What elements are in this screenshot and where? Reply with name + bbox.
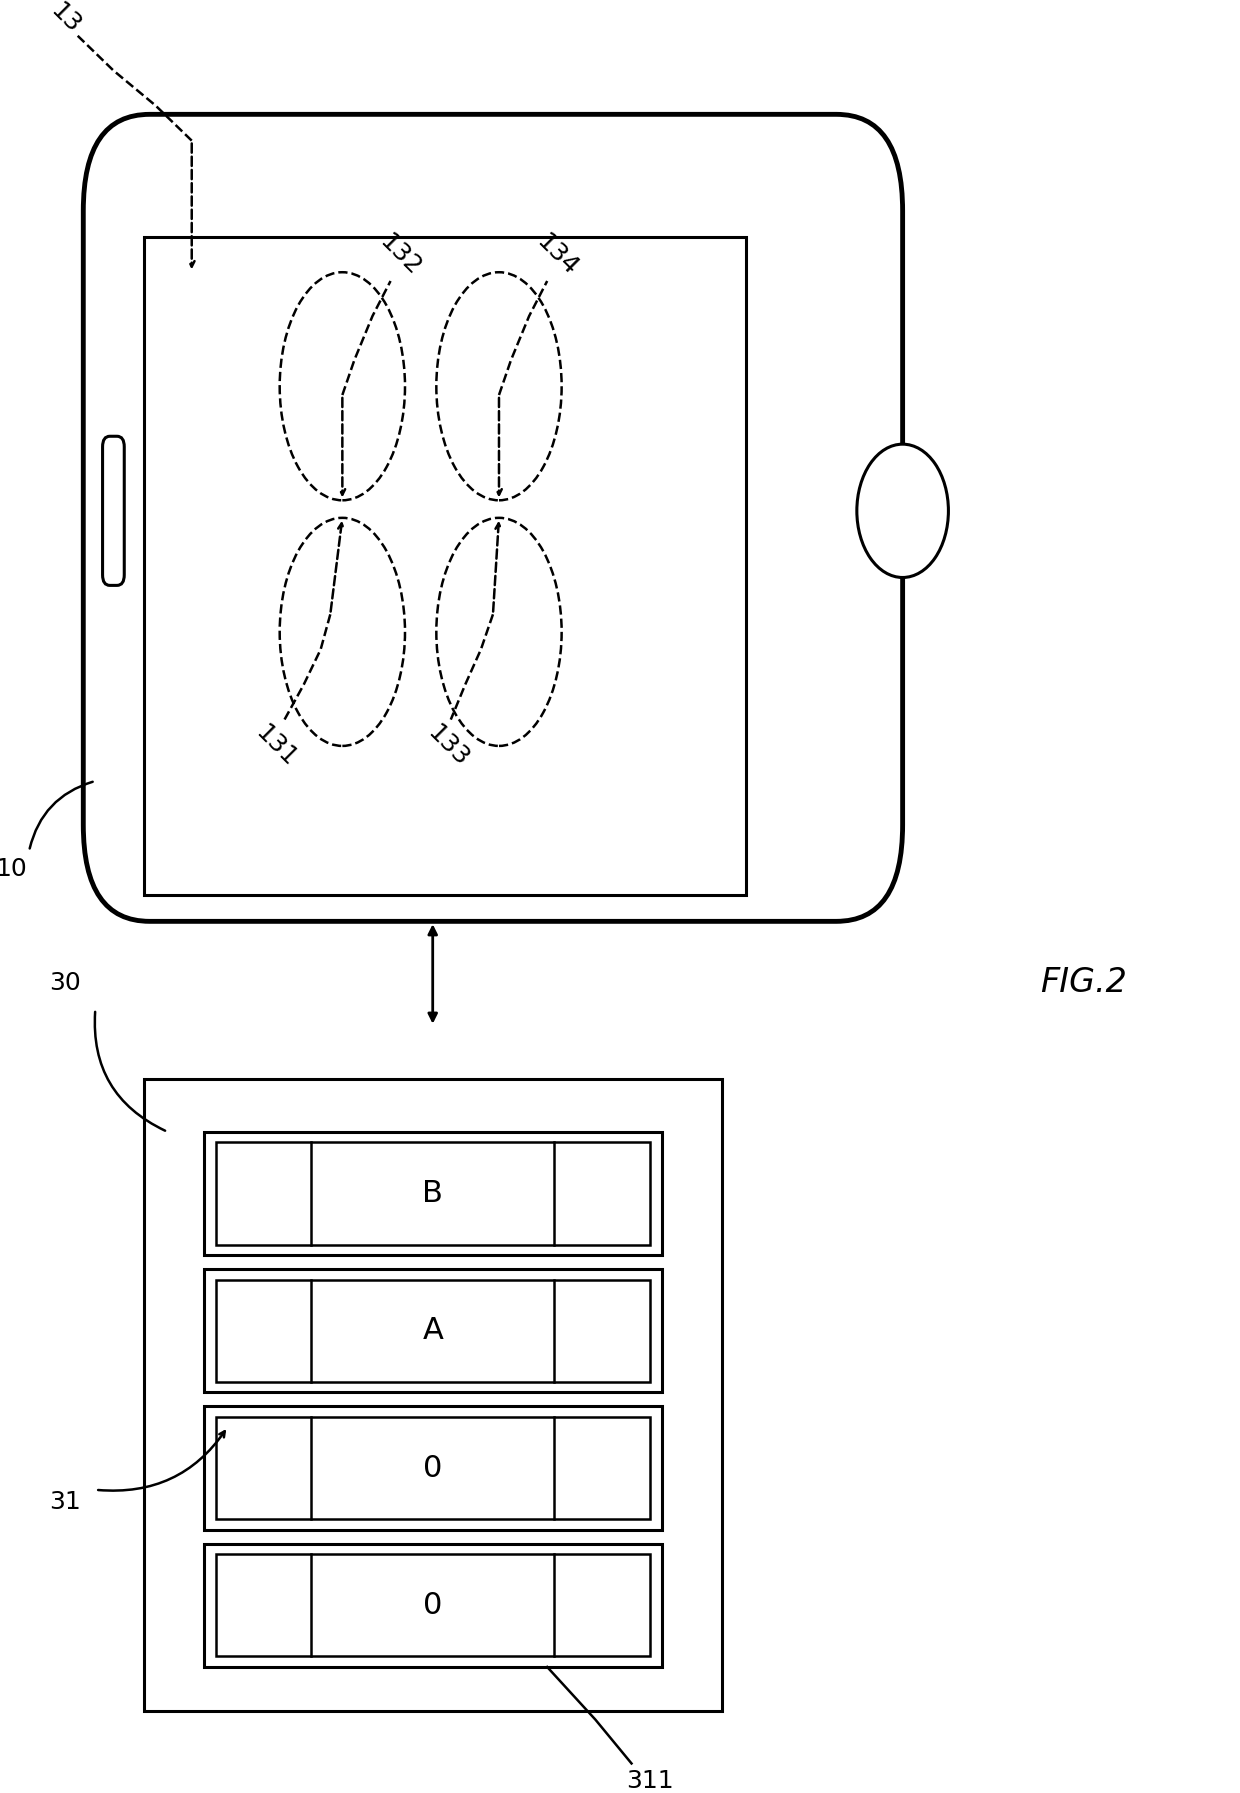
Text: 133: 133 [423,721,474,771]
Bar [216,1280,650,1382]
FancyBboxPatch shape [83,115,903,922]
Circle shape [857,445,949,577]
Text: A: A [423,1316,443,1345]
Text: 0: 0 [423,1454,443,1483]
Text: 31: 31 [50,1490,81,1515]
Bar [216,1555,650,1657]
Text: 131: 131 [250,721,301,771]
Text: 311: 311 [626,1770,673,1793]
Text: 132: 132 [374,230,425,280]
Text: 13: 13 [46,0,84,38]
Bar [144,1079,722,1711]
Bar [216,1416,650,1519]
Text: 10: 10 [0,857,27,880]
Bar [203,1131,662,1255]
Text: B: B [423,1180,443,1208]
Bar [203,1269,662,1393]
Bar [216,1142,650,1244]
Text: FIG.2: FIG.2 [1040,966,1127,999]
Text: 134: 134 [532,230,583,280]
Bar [144,237,746,895]
Text: 0: 0 [423,1590,443,1619]
Bar [203,1544,662,1667]
Bar [203,1406,662,1529]
Text: 30: 30 [50,970,81,995]
FancyBboxPatch shape [103,436,124,585]
